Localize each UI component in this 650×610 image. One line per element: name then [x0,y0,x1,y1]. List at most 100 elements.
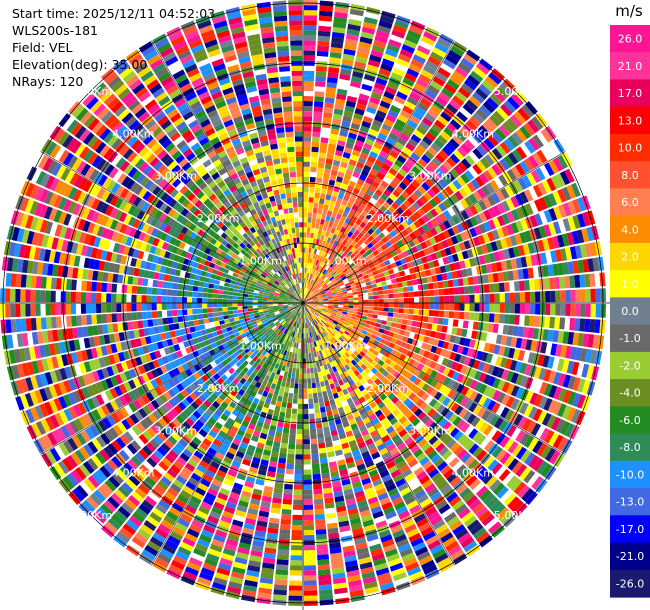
ray-gate [351,75,363,84]
ray-gate [346,137,356,145]
ray-gate [323,305,329,307]
ray-gate [356,103,367,111]
ray-gate [391,163,401,172]
ray-gate [346,275,353,280]
ray-gate [389,230,397,238]
ray-gate [423,309,430,316]
ray-gate [378,20,393,29]
ray-gate [386,172,395,181]
ray-gate [339,204,346,211]
ray-gate [472,112,485,124]
ray-gate [331,290,337,294]
ray-gate [338,301,344,303]
ray-gate [346,213,354,220]
ray-gate [500,103,513,117]
ray-gate [577,213,586,228]
ray-gate [498,174,509,187]
ray-gate [353,303,359,306]
ray-gate [461,250,469,260]
ray-gate [343,300,349,303]
ray-gate [315,71,327,77]
ray-gate [379,276,386,282]
ray-gate [496,227,505,239]
ray-gate [514,292,521,303]
ray-gate [321,240,327,247]
ray-gate [410,152,421,162]
ray-gate [354,183,363,191]
ray-gate [414,189,423,198]
ray-gate [375,264,382,270]
ray-gate [377,257,384,264]
ray-gate [397,287,404,293]
ray-gate [313,275,317,281]
ray-gate [437,241,445,250]
ray-gate [430,218,439,227]
ray-gate [434,42,449,54]
ray-gate [303,70,315,76]
ray-gate [424,178,434,188]
ray-gate [549,316,556,329]
ray-gate [341,252,347,258]
ray-gate [311,280,315,285]
ray-gate [414,49,429,60]
ray-gate [363,205,371,213]
ray-gate [337,306,344,310]
ray-gate [308,301,313,303]
ray-gate [331,31,345,39]
ray-gate [570,289,576,303]
ray-gate [398,168,408,178]
ray-gate [356,161,365,169]
ray-gate [444,247,452,256]
ray-gate [332,297,339,300]
ray-gate [419,121,430,131]
ray-gate [309,268,312,274]
ray-gate [414,303,420,309]
ray-gate [490,241,498,252]
ray-gate [317,297,323,300]
ray-gate [436,274,443,282]
ray-gate [329,57,341,64]
ray-gate [577,259,585,273]
ray-gate [344,282,351,287]
ray-gate [333,21,347,29]
ray-gate [310,292,315,297]
ray-gate [322,275,327,281]
ray-gate [498,124,511,137]
ray-gate [485,242,494,253]
ray-gate [411,279,418,286]
ray-gate [310,274,314,280]
ray-gate [507,270,514,281]
ray-gate [476,160,487,172]
ray-gate [369,185,377,193]
ray-gate [451,271,458,279]
ray-gate [424,296,430,303]
ray-gate [333,272,339,278]
ray-gate [303,111,313,117]
ray-gate [316,293,321,297]
ray-gate [340,286,347,291]
ray-gate [472,148,483,160]
ray-gate [594,241,603,256]
ray-gate [355,252,362,259]
ray-gate [506,211,515,223]
ray-gate [318,152,327,159]
ray-gate [308,273,311,279]
ray-gate [383,298,389,303]
ray-gate [444,303,450,311]
ray-gate [309,237,313,244]
ray-gate [356,178,365,186]
ray-gate [559,276,566,289]
ray-gate [385,114,397,123]
ray-gate [458,187,468,198]
ray-gate [475,176,485,187]
ray-gate [324,241,330,248]
ray-gate [421,223,430,232]
ray-gate [442,145,453,157]
ray-gate [380,180,389,189]
ray-gate [480,157,491,169]
ray-gate [485,182,495,194]
ray-gate [323,285,329,290]
ray-gate [319,5,334,12]
ray-gate [327,148,335,155]
ray-gate [342,151,351,159]
